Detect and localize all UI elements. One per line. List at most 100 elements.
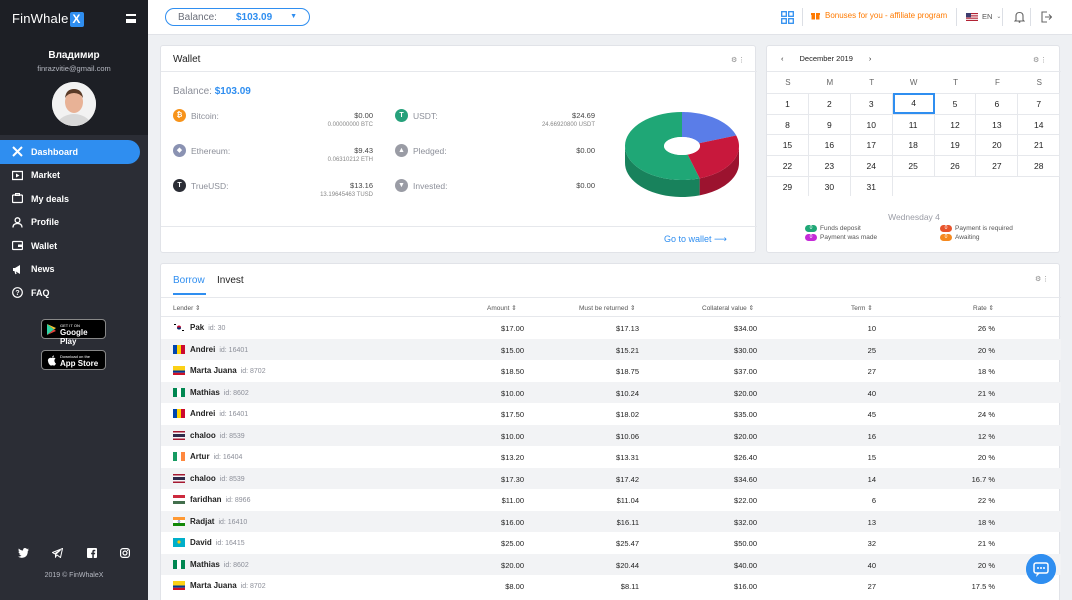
calendar-day[interactable]: 10 [850,113,893,135]
calendar-day[interactable]: 29 [767,175,809,197]
chat-button[interactable] [1026,554,1056,584]
menu-toggle-icon[interactable] [126,14,136,23]
calendar-day[interactable]: 27 [976,155,1019,176]
table-row[interactable]: Pak id: 30 $17.00 $17.13 $34.00 10 26 % [161,317,1061,339]
asset-invested[interactable]: ▼ Invested: $0.00 [395,179,595,211]
asset-usdt[interactable]: T USDT: $24.69 24.66920800 USDT [395,109,595,141]
calendar-day[interactable]: 21 [1018,134,1061,156]
calendar-day[interactable]: 6 [976,93,1019,114]
calendar-day[interactable]: 20 [976,134,1019,156]
lender-name[interactable]: Marta Juana id: 8702 [190,581,266,590]
asset-trueusd[interactable]: T TrueUSD: $13.16 13.19645463 TUSD [173,179,373,211]
calendar-day[interactable]: 22 [767,155,809,176]
sidebar-item-wallet[interactable]: Wallet [0,234,148,258]
lender-name[interactable]: Andrei id: 16401 [190,344,249,354]
affiliate-link[interactable]: Bonuses for you - affiliate program [811,11,947,20]
app-store-button[interactable]: Download on the App Store [41,350,106,370]
col-collateral-value[interactable]: Collateral value ⇕ [702,305,755,312]
table-row[interactable]: Mathias id: 8602 $20.00 $20.44 $40.00 40 20 % [161,553,1061,575]
lender-name[interactable]: Marta Juana id: 8702 [190,366,266,375]
sidebar-item-market[interactable]: Market [0,164,148,188]
sidebar-item-faq[interactable]: ? FAQ [0,281,148,305]
table-row[interactable]: Artur id: 16404 $13.20 $13.31 $26.40 15 20 % [161,446,1061,468]
col-rate[interactable]: Rate ⇕ [973,305,994,312]
tab-invest[interactable]: Invest [217,275,244,286]
table-row[interactable]: Marta Juana id: 8702 $8.00 $8.11 $16.00 27 17.… [161,575,1061,597]
calendar-day[interactable]: 18 [892,134,935,156]
table-row[interactable]: David id: 16415 $25.00 $25.47 $50.00 32 21 % [161,532,1061,554]
asset-bitcoin[interactable]: ₿ Bitcoin: $0.00 0.00000000 BTC [173,109,373,141]
google-play-button[interactable]: GET IT ON Google Play [41,319,106,346]
table-row[interactable]: Mathias id: 8602 $10.00 $10.24 $20.00 40 21 % [161,381,1061,403]
calendar-day[interactable]: 11 [892,113,935,135]
chevron-right-icon[interactable]: › [868,54,872,63]
table-row[interactable]: Andrei id: 16401 $15.00 $15.21 $30.00 25 20 % [161,338,1061,360]
calendar-day[interactable]: 30 [808,175,851,197]
chevron-left-icon[interactable]: ‹ [781,54,784,63]
lender-name[interactable]: faridhan id: 8966 [190,495,251,504]
lender-name[interactable]: chaloo id: 8539 [190,473,245,483]
balance-dropdown[interactable]: Balance: $103.09 ▼ [165,8,310,26]
calendar-day[interactable]: 12 [934,113,977,135]
sidebar-item-news[interactable]: News [0,258,148,282]
sidebar-item-dashboard[interactable]: Dashboard [0,140,140,164]
calendar-day[interactable]: 31 [850,175,893,197]
calendar-day[interactable]: 15 [767,134,809,156]
table-row[interactable]: chaloo id: 8539 $17.30 $17.42 $34.60 14 16.7 % [161,467,1061,489]
asset-ethereum[interactable]: ◆ Ethereum: $9.43 0.06310212 ETH [173,144,373,176]
apps-grid-icon[interactable] [781,11,794,24]
calendar-day[interactable]: 1 [767,93,809,114]
instagram-icon[interactable] [119,548,130,558]
calendar-day[interactable]: 13 [976,113,1019,135]
lender-name[interactable]: Mathias id: 8602 [190,387,249,397]
twitter-icon[interactable] [18,548,29,558]
lender-name[interactable]: Pak id: 30 [190,323,226,332]
facebook-icon[interactable] [86,548,97,558]
table-row[interactable]: Marta Juana id: 8702 $18.50 $18.75 $37.00 27 1… [161,360,1061,382]
calendar-day[interactable]: 28 [1018,155,1061,176]
asset-pledged[interactable]: ▲ Pledged: $0.00 [395,144,595,176]
app-logo[interactable]: FinWhale X [12,11,84,27]
table-row[interactable]: Radjat id: 16410 $16.00 $16.11 $32.00 13 18 % [161,510,1061,532]
logout-icon[interactable] [1041,11,1052,23]
calendar-day[interactable]: 26 [934,155,977,176]
calendar-day[interactable]: 17 [850,134,893,156]
col-amount[interactable]: Amount ⇕ [487,305,517,312]
calendar-day[interactable]: 23 [808,155,851,176]
calendar-day[interactable]: 2 [808,93,851,114]
table-row[interactable]: Andrei id: 16401 $17.50 $18.02 $35.00 45 24 % [161,403,1061,425]
avatar[interactable] [52,82,96,126]
calendar-day[interactable]: 7 [1018,93,1061,114]
calendar-day[interactable]: 16 [808,134,851,156]
telegram-icon[interactable] [52,548,64,558]
calendar-day[interactable]: 4 [892,93,935,114]
go-to-wallet-link[interactable]: Go to wallet ⟶ [664,234,727,244]
sidebar-item-my-deals[interactable]: My deals [0,187,148,211]
col-lender[interactable]: Lender ⇕ [173,305,201,312]
calendar-day[interactable]: 9 [808,113,851,135]
col-must-be-returned[interactable]: Must be returned ⇕ [579,305,636,312]
lender-name[interactable]: Radjat id: 16410 [190,516,248,526]
gear-icon[interactable]: ⚙⋮ [1033,57,1049,64]
calendar-day[interactable]: 8 [767,113,809,135]
lender-name[interactable]: Andrei id: 16401 [190,409,249,418]
lender-name[interactable]: chaloo id: 8539 [190,430,245,440]
table-row[interactable]: chaloo id: 8539 $10.00 $10.06 $20.00 16 12 % [161,424,1061,446]
col-term[interactable]: Term ⇕ [851,305,873,312]
language-select[interactable]: EN ⌄ [966,12,1001,21]
calendar-day[interactable]: 5 [934,93,977,114]
lender-name[interactable]: Artur id: 16404 [190,452,243,461]
calendar-day[interactable]: 19 [934,134,977,156]
sidebar-item-profile[interactable]: Profile [0,211,148,235]
calendar-day[interactable]: 25 [892,155,935,176]
lender-name[interactable]: David id: 16415 [190,538,245,547]
gear-icon[interactable]: ⚙⋮ [1035,276,1051,283]
calendar-day[interactable]: 3 [850,93,893,114]
calendar-day[interactable]: 24 [850,155,893,176]
table-row[interactable]: faridhan id: 8966 $11.00 $11.04 $22.00 6 22 % [161,489,1061,511]
calendar-day[interactable]: 14 [1018,113,1061,135]
gear-icon[interactable]: ⚙⋮ [731,57,747,64]
bell-icon[interactable] [1014,11,1025,23]
tab-borrow[interactable]: Borrow [173,275,205,286]
lender-name[interactable]: Mathias id: 8602 [190,559,249,569]
